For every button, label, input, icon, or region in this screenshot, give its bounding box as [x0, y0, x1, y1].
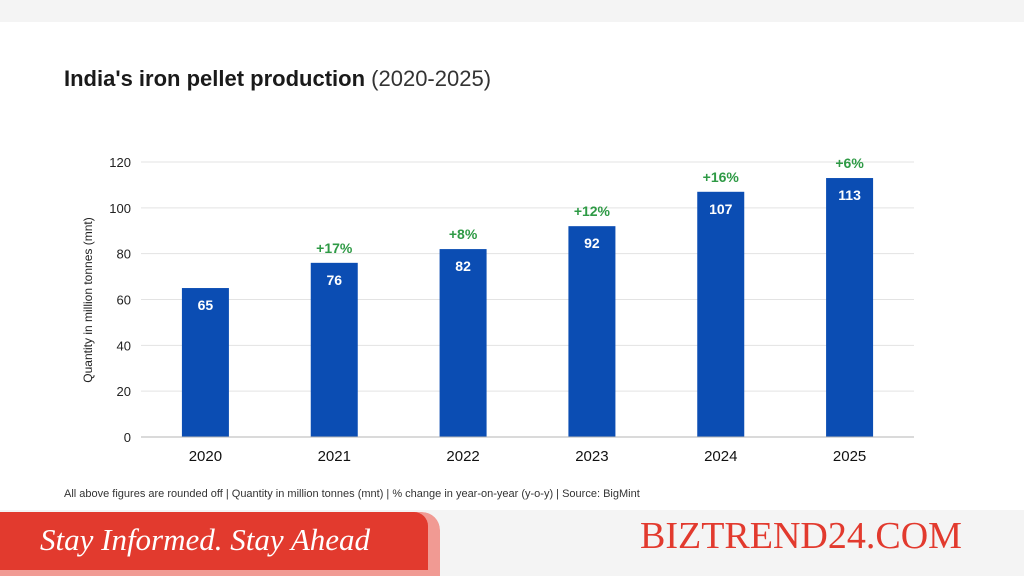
bar-value-label: 65 — [198, 297, 214, 313]
bar — [697, 191, 745, 437]
y-tick-label: 40 — [117, 338, 131, 353]
y-tick-label: 60 — [117, 293, 131, 308]
x-tick-label: 2020 — [189, 448, 222, 465]
bar-value-label: 107 — [709, 201, 733, 217]
bar-value-label: 82 — [455, 258, 471, 274]
footnote: All above figures are rounded off | Quan… — [64, 488, 640, 500]
bar — [826, 178, 874, 437]
tagline-banner: Stay Informed. Stay Ahead — [0, 512, 440, 576]
chart-title-years: (2020-2025) — [371, 66, 492, 91]
bar — [181, 288, 229, 437]
x-tick-label: 2023 — [575, 448, 608, 465]
yoy-change-label: +8% — [449, 226, 478, 242]
yoy-change-label: +12% — [574, 203, 611, 219]
x-tick-label: 2022 — [446, 448, 479, 465]
bar — [439, 249, 487, 437]
x-tick-label: 2021 — [318, 448, 351, 465]
bar — [568, 226, 616, 437]
y-tick-label: 0 — [124, 430, 131, 445]
brand-logo: BIZTREND24.COM — [640, 515, 962, 557]
banner-background — [0, 512, 428, 570]
chart-title: India's iron pellet production (2020-202… — [64, 66, 491, 92]
chart-title-main: India's iron pellet production — [64, 66, 366, 91]
gridlines — [141, 161, 914, 392]
y-tick-label: 100 — [109, 201, 131, 216]
bar-value-label: 76 — [326, 272, 342, 288]
y-tick-label: 120 — [109, 155, 131, 170]
yoy-change-label: +16% — [703, 169, 740, 185]
y-tick-label: 80 — [117, 247, 131, 262]
x-tick-label: 2024 — [704, 448, 737, 465]
bars: 65 76 +17% 82 +8% 92 +12% 107 +16% 113 +6% — [181, 155, 874, 437]
y-tick-label: 20 — [117, 384, 131, 399]
x-tick-label: 2025 — [833, 448, 866, 465]
bar-value-label: 113 — [838, 187, 861, 203]
yoy-change-label: +6% — [835, 155, 864, 171]
axes: 0 20 40 60 80 100 120 2020 2021 2022 2023 2024 2025 — [109, 155, 914, 465]
y-axis-label: Quantity in million tonnes (mnt) — [81, 217, 95, 382]
yoy-change-label: +17% — [316, 240, 353, 256]
tagline-text: Stay Informed. Stay Ahead — [40, 522, 371, 557]
bar-value-label: 92 — [584, 235, 600, 251]
bar — [310, 262, 358, 437]
